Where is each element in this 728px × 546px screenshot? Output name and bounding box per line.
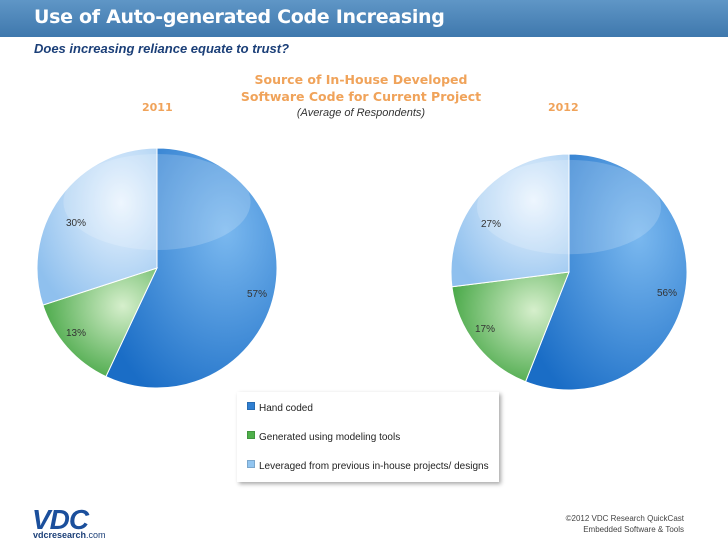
legend-item-leveraged: Leveraged from previous in-house project… — [247, 460, 489, 474]
slice-2012-leveraged — [450, 153, 570, 288]
copyright-notice: ©2012 VDC Research QuickCast Embedded So… — [565, 514, 684, 534]
legend-swatch-hand-coded — [247, 402, 255, 410]
logo-website: vdcresearch.com — [33, 530, 106, 540]
legend-swatch-leveraged — [247, 460, 255, 468]
year-label-2012: 2012 — [548, 101, 579, 114]
label-2012-leveraged: 27% — [481, 219, 501, 230]
page-title: Use of Auto-generated Code Increasing — [34, 6, 445, 28]
slice-2012-hand-coded — [524, 153, 688, 391]
pie-2011 — [36, 147, 278, 389]
page-subtitle: Does increasing reliance equate to trust… — [34, 41, 290, 56]
pie-gloss-2011 — [63, 154, 251, 250]
year-label-2011: 2011 — [142, 101, 173, 114]
slice-2011-generated — [42, 267, 158, 378]
label-2011-leveraged: 30% — [66, 218, 86, 229]
chart-subtitle: (Average of Respondents) — [296, 107, 426, 119]
legend-item-hand-coded: Hand coded — [247, 402, 313, 416]
pie-gloss-2012 — [476, 159, 662, 255]
svg-text:VDC: VDC — [32, 505, 90, 535]
label-2012-generated: 17% — [475, 324, 495, 335]
pie-2012 — [450, 153, 688, 391]
slice-2011-hand-coded — [105, 147, 278, 389]
legend-swatch-generated — [247, 431, 255, 439]
slice-2011-leveraged — [36, 147, 158, 306]
label-2011-generated: 13% — [66, 328, 86, 339]
legend-item-generated: Generated using modeling tools — [247, 431, 400, 445]
label-2011-hand-coded: 57% — [247, 289, 267, 300]
vdc-logo: VDC — [32, 505, 91, 535]
label-2012-hand-coded: 56% — [657, 288, 677, 299]
slice-2012-generated — [451, 271, 570, 383]
chart-title: Source of In-House Developed Software Co… — [240, 72, 482, 104]
chart-legend: Hand coded Generated using modeling tool… — [237, 392, 499, 482]
header-bar: Use of Auto-generated Code Increasing — [0, 0, 728, 37]
